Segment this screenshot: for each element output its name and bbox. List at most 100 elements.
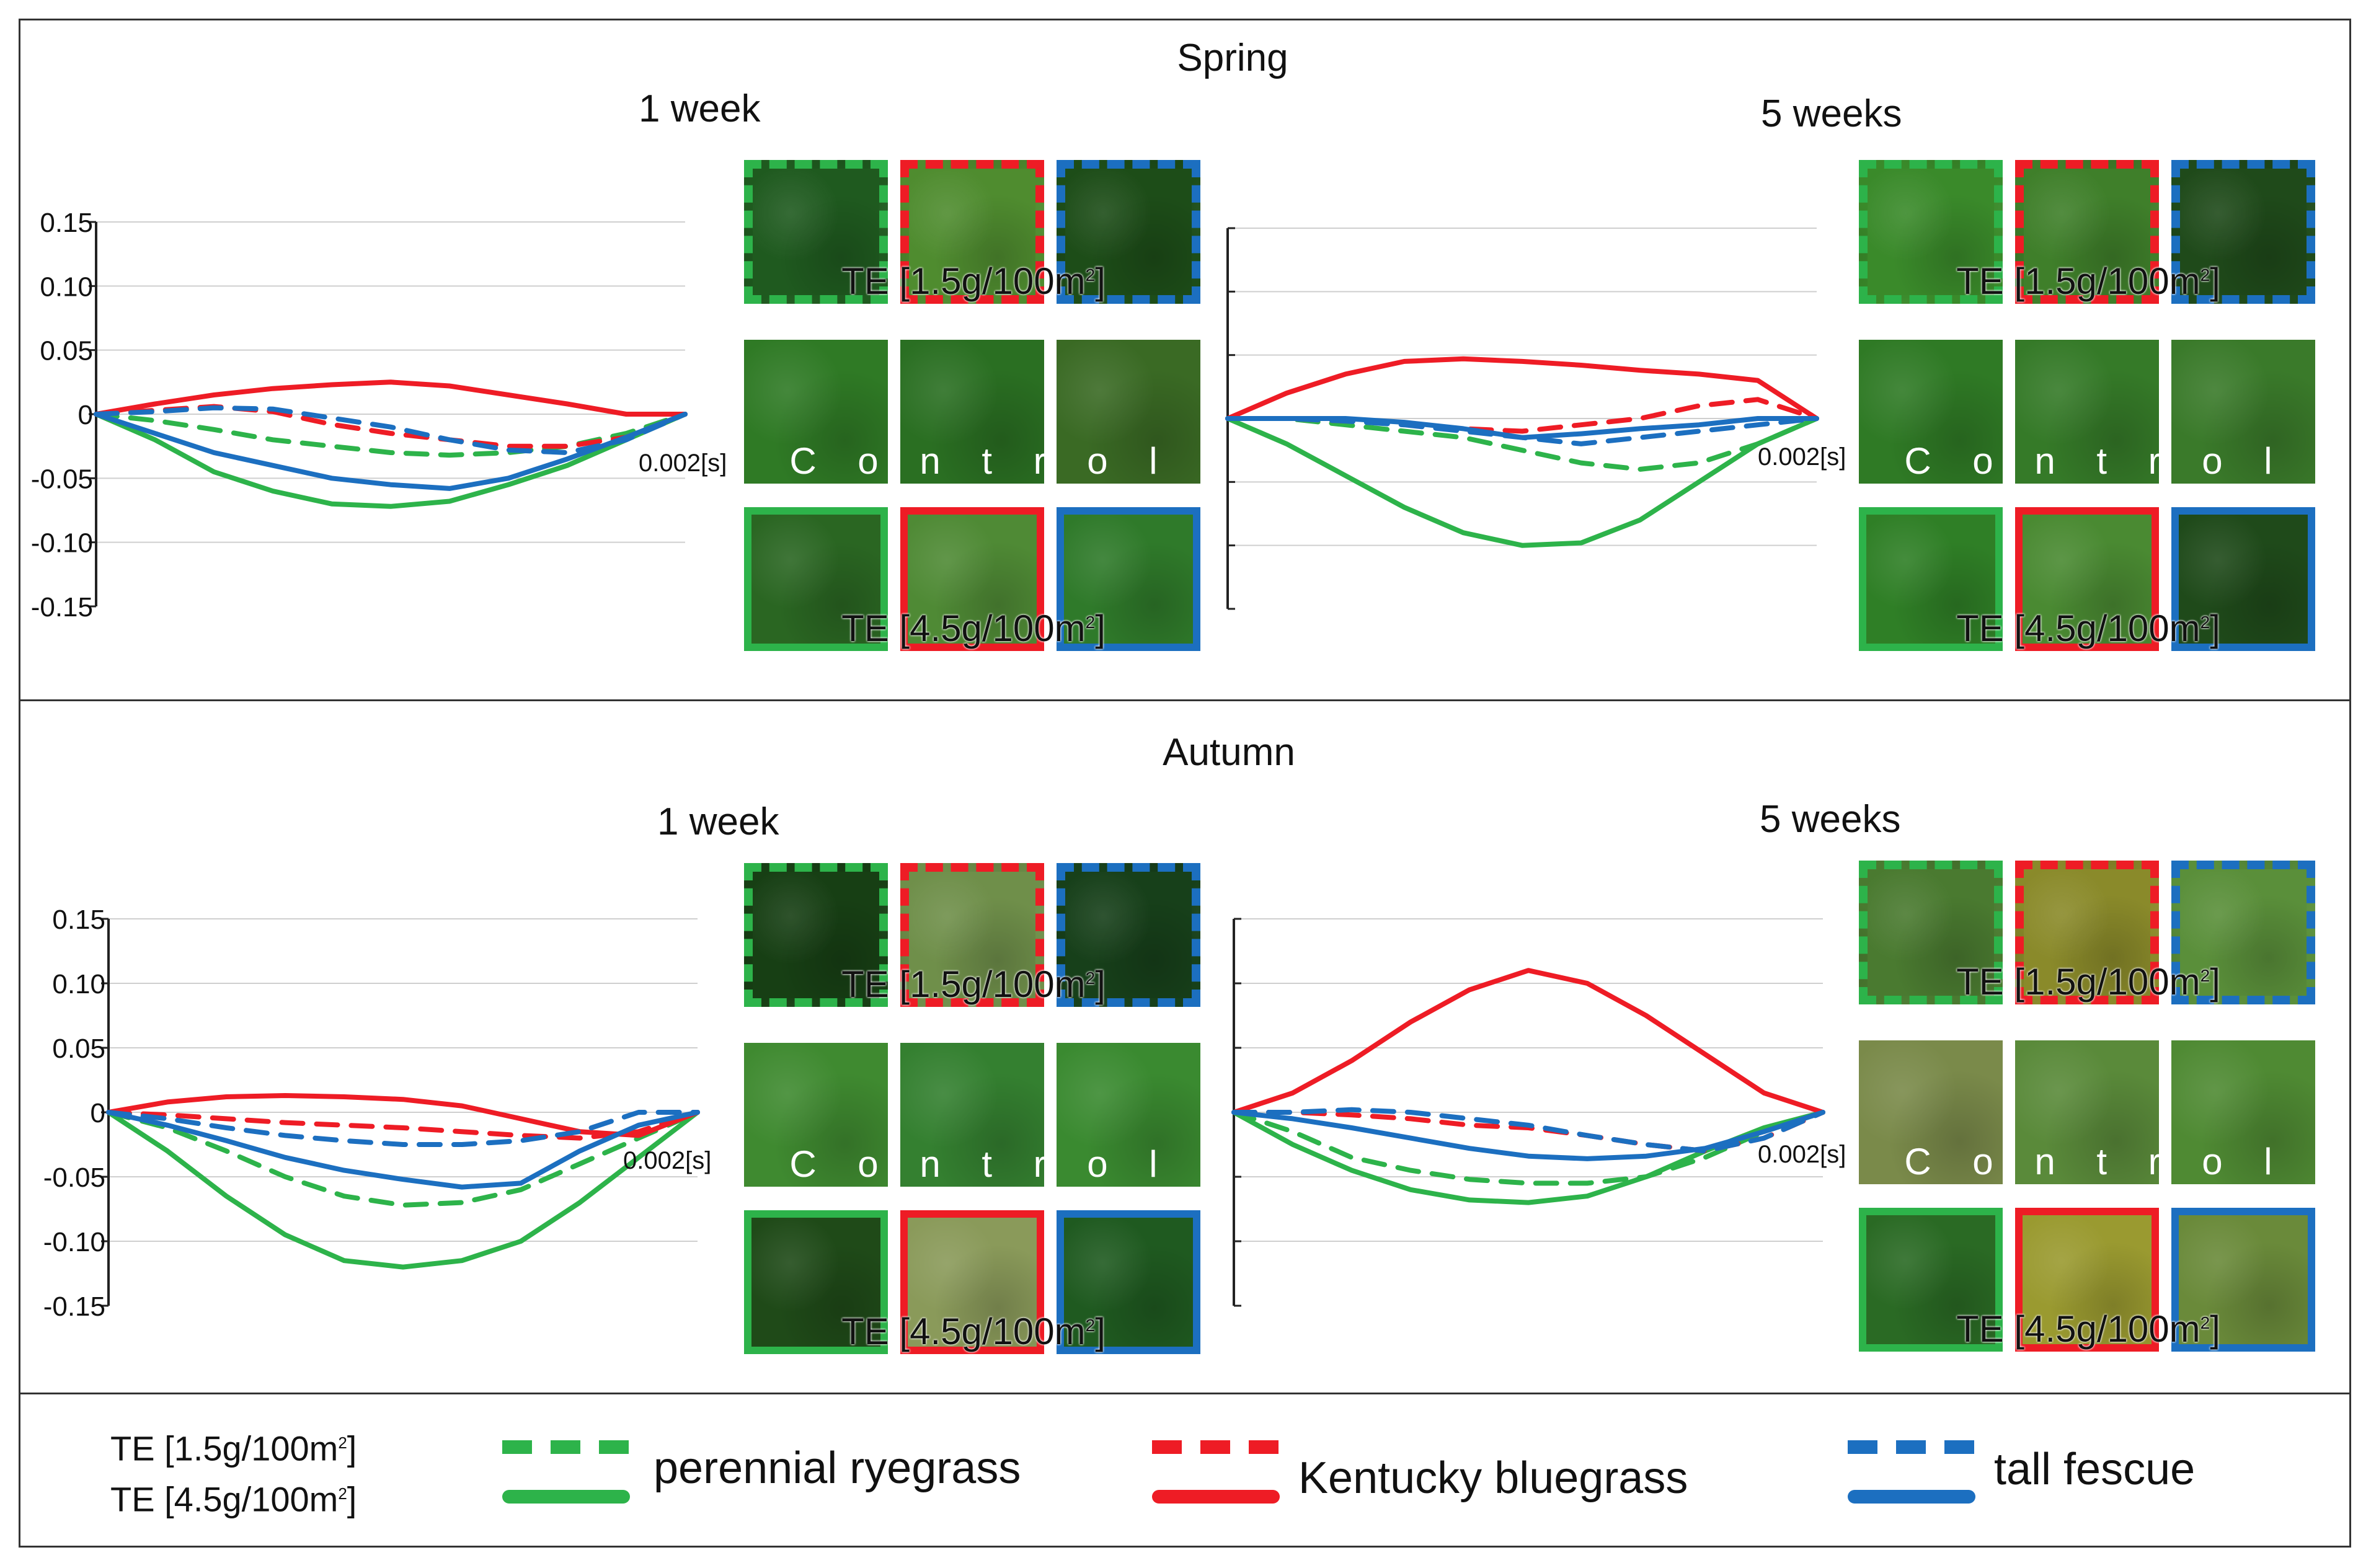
control-letter: l: [1149, 1143, 1158, 1185]
te-low-label: TE [1.5g/100m2]: [841, 963, 1106, 1005]
grass-photo: [1057, 863, 1200, 1007]
legend-te-labels: TE [1.5g/100m2] TE [4.5g/100m2]: [110, 1420, 357, 1521]
panel-title-spring-1: 1 week: [639, 87, 761, 130]
grass-photo: [744, 1210, 888, 1354]
grass-photo: [744, 507, 888, 651]
grass-photo: [900, 160, 1044, 304]
x-axis-label: 0.002[s]: [623, 1147, 711, 1174]
y-tick-label: 0: [78, 400, 93, 430]
control-letter: l: [2264, 440, 2272, 482]
chart-autumn-5weeks: 0.002[s]: [1231, 918, 1846, 1307]
y-tick-label: -0.10: [43, 1227, 105, 1257]
grass-photo: [2171, 160, 2315, 304]
photo-row-te-low: TE [1.5g/100m2]: [1853, 861, 2324, 1009]
series-line: [106, 1110, 700, 1208]
photo-row-te-low: TE [1.5g/100m2]: [738, 160, 1209, 309]
grass-photo: [2171, 1208, 2315, 1352]
control-letter: o: [2202, 440, 2223, 482]
control-letter: o: [2202, 1141, 2223, 1182]
grass-photo: [2171, 861, 2315, 1004]
control-letter: n: [2034, 1141, 2055, 1182]
legend-label-bluegrass: Kentucky bluegrass: [1298, 1453, 1688, 1503]
control-letter: C: [789, 1143, 817, 1185]
series-line: [1231, 968, 1825, 1115]
series-line: [1225, 397, 1819, 434]
legend-divider: [19, 1393, 2351, 1394]
te-low-label: TE [1.5g/100m2]: [1956, 961, 2220, 1003]
y-tick-label: -0.10: [31, 528, 93, 559]
legend-swatch-solid-fescue: [1848, 1490, 1975, 1504]
grass-photo: [2015, 340, 2159, 484]
grass-photo: [1057, 160, 1200, 304]
grass-photo: [2015, 861, 2159, 1004]
grass-photo: [1859, 1040, 2003, 1184]
control-letter: o: [1972, 440, 1993, 482]
grass-photo: [1057, 1043, 1200, 1187]
legend-te-low: TE [1.5g/100m2]: [110, 1428, 357, 1468]
chart-spring-5weeks: 0.002[s]: [1225, 227, 1846, 610]
control-letter: n: [920, 1143, 941, 1185]
control-letter: o: [1972, 1141, 1993, 1182]
grass-photo: [900, 340, 1044, 484]
grass-photo: [2171, 507, 2315, 651]
legend: TE [1.5g/100m2] TE [4.5g/100m2] perennia…: [19, 1394, 2351, 1548]
photo-row-te-high: TE [4.5g/100m2]: [1853, 1208, 2324, 1357]
control-letter: t: [2096, 440, 2107, 482]
control-letter: r: [2148, 1141, 2161, 1182]
control-letter: r: [1033, 440, 1046, 482]
control-letter: r: [2148, 440, 2161, 482]
control-letter: C: [1904, 1141, 1931, 1182]
grass-photo: [1859, 1208, 2003, 1352]
control-letter: t: [982, 1143, 992, 1185]
grass-photo: [2015, 507, 2159, 651]
control-letter: r: [1033, 1143, 1046, 1185]
grass-photo: [900, 863, 1044, 1007]
grass-photo: [1057, 1210, 1200, 1354]
panel-title-autumn-1: 1 week: [657, 800, 779, 843]
panel-title-spring-5: 5 weeks: [1761, 92, 1902, 135]
series-line: [1231, 1107, 1825, 1154]
control-letter: t: [2096, 1141, 2107, 1182]
grass-photo: [1057, 507, 1200, 651]
series-line: [106, 1110, 700, 1270]
section-divider: [19, 699, 2351, 701]
control-letter: o: [1087, 1143, 1108, 1185]
te-high-label: TE [4.5g/100m2]: [841, 1311, 1106, 1352]
figure-frame: [19, 19, 2351, 1548]
series-line: [106, 1110, 700, 1147]
series-line: [1225, 416, 1819, 548]
grass-photo: [2171, 340, 2315, 484]
grass-photo: [744, 863, 888, 1007]
series-line: [106, 1110, 700, 1190]
photo-row-te-low: TE [1.5g/100m2]: [738, 863, 1209, 1012]
legend-swatch-solid-ryegrass: [502, 1490, 630, 1504]
control-letter: o: [858, 440, 879, 482]
y-tick-label: -0.05: [43, 1163, 105, 1193]
grass-photo: [2015, 1208, 2159, 1352]
grass-photo: [744, 160, 888, 304]
series-line: [106, 1110, 700, 1141]
photo-row-te-low: TE [1.5g/100m2]: [1853, 160, 2324, 309]
grass-photo: [1859, 861, 2003, 1004]
legend-label-fescue: tall fescue: [1994, 1445, 2196, 1494]
grass-photo: [2171, 1040, 2315, 1184]
series-line: [1231, 1110, 1825, 1161]
grass-photo: [2015, 1040, 2159, 1184]
series-line: [106, 1093, 700, 1138]
y-tick-label: 0.10: [40, 272, 93, 302]
legend-label-ryegrass: perennial ryegrass: [654, 1443, 1021, 1493]
series-line: [94, 405, 688, 455]
te-low-label: TE [1.5g/100m2]: [1956, 260, 2220, 302]
y-tick-label: -0.15: [43, 1291, 105, 1322]
x-axis-label: 0.002[s]: [639, 450, 727, 477]
grass-photo: [744, 340, 888, 484]
